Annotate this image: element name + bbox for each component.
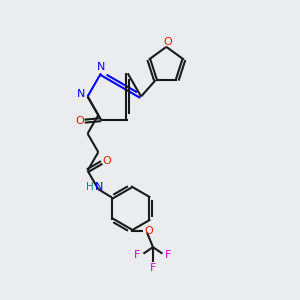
Text: O: O [164, 37, 172, 46]
Text: N: N [98, 62, 106, 72]
Text: O: O [144, 226, 153, 236]
Text: F: F [134, 250, 141, 260]
Text: F: F [165, 250, 172, 260]
Text: O: O [103, 156, 112, 166]
Text: N: N [95, 182, 103, 192]
Text: O: O [75, 116, 84, 126]
Text: F: F [150, 263, 156, 273]
Text: H: H [86, 182, 94, 192]
Text: N: N [77, 88, 85, 98]
